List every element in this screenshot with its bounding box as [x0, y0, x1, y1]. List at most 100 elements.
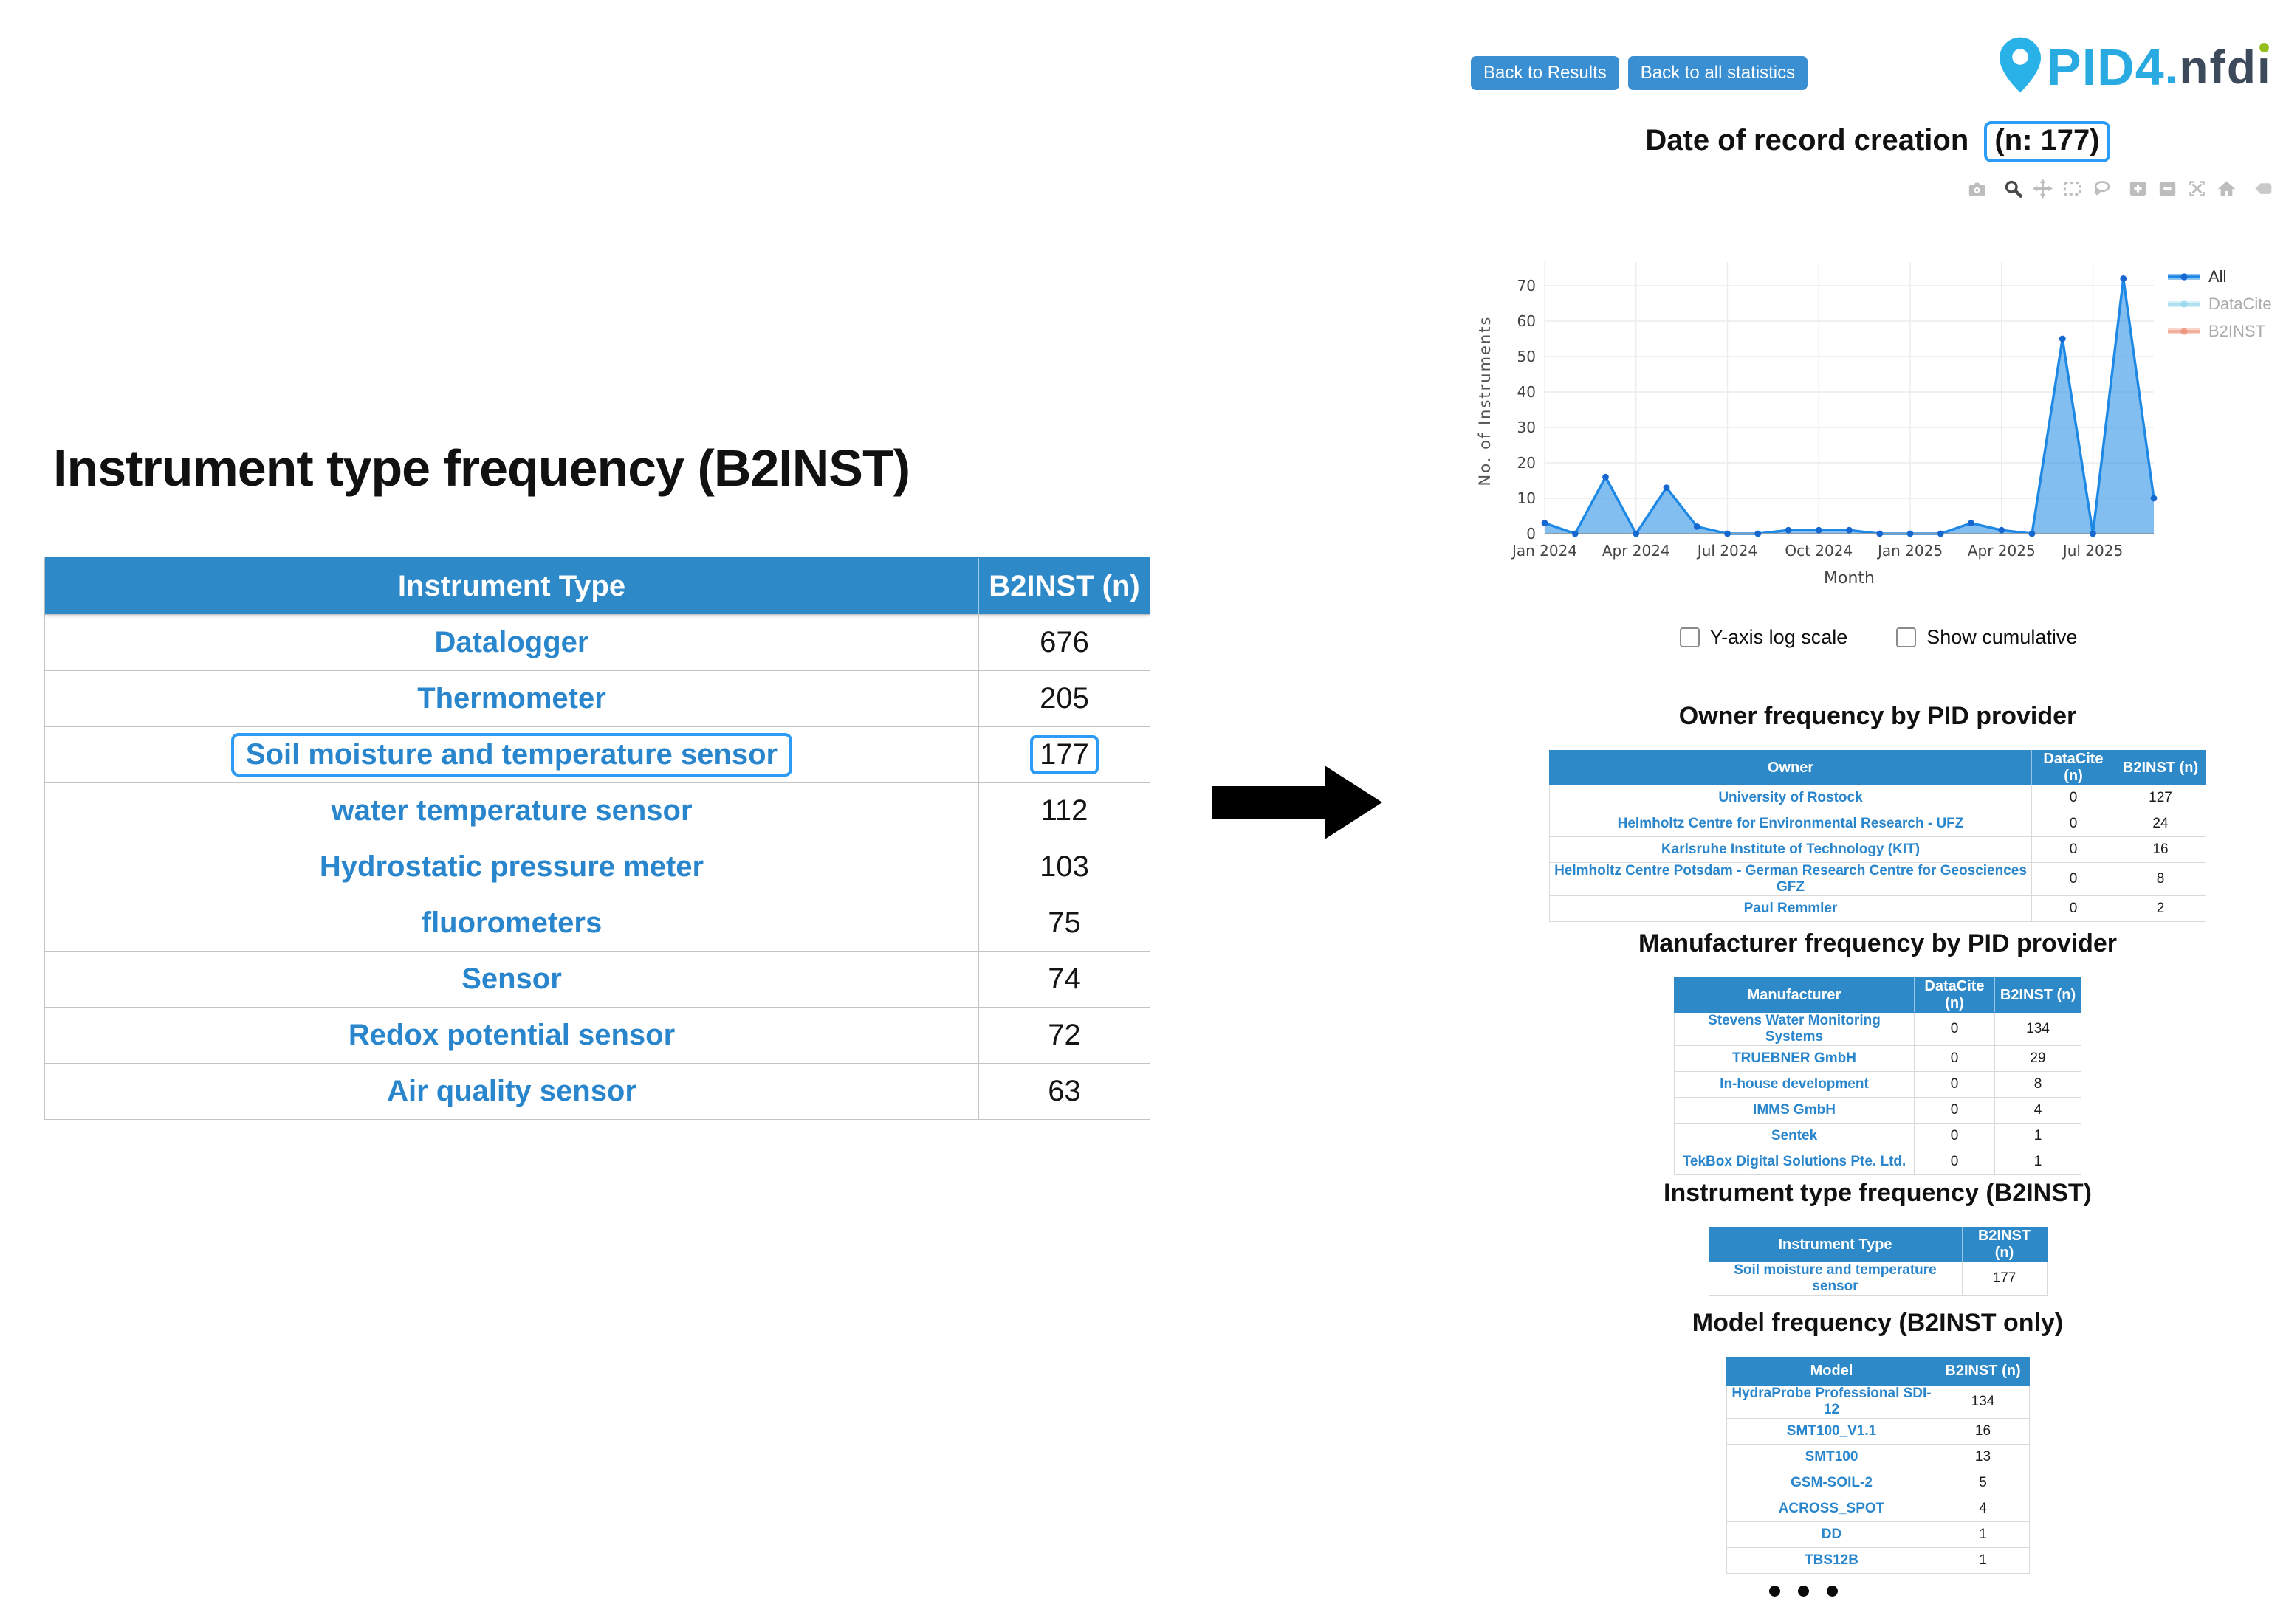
entity-link[interactable]: IMMS GmbH	[1674, 1097, 1915, 1124]
svg-text:Apr 2025: Apr 2025	[1968, 542, 2036, 560]
count-cell: 177	[1961, 1262, 2048, 1296]
section-instrument-type-frequency: Instrument type frequency (B2INST) Instr…	[1469, 1177, 2286, 1296]
table-row: Redox potential sensor 72	[45, 1007, 1150, 1063]
table-row: Air quality sensor 63	[45, 1063, 1150, 1119]
entity-link[interactable]: DD	[1726, 1521, 1937, 1548]
count-value: 177	[1030, 735, 1099, 774]
table-row: Helmholtz Centre for Environmental Resea…	[1549, 811, 2206, 837]
column-header: DataCite (n)	[1914, 977, 1995, 1013]
plotly-toolbar	[1967, 179, 2273, 199]
legend-item-b2inst[interactable]: B2INST	[2166, 322, 2272, 341]
svg-text:Apr 2024: Apr 2024	[1602, 542, 1670, 560]
entity-link[interactable]: GSM-SOIL-2	[1726, 1470, 1937, 1496]
svg-text:10: 10	[1517, 489, 1536, 507]
left-panel-title: Instrument type frequency (B2INST)	[53, 439, 910, 497]
zoom-out-icon[interactable]	[2158, 179, 2177, 199]
instrument-type-link[interactable]: Hydrostatic pressure meter	[319, 850, 704, 883]
entity-link[interactable]: SMT100	[1726, 1444, 1937, 1470]
entity-link[interactable]: TekBox Digital Solutions Pte. Ltd.	[1674, 1149, 1915, 1175]
entity-link[interactable]: In-house development	[1674, 1071, 1915, 1098]
instrument-type-link[interactable]: Soil moisture and temperature sensor	[230, 733, 793, 777]
count-cell: 0	[2031, 785, 2115, 811]
instrument-type-link[interactable]: Datalogger	[434, 626, 589, 658]
show-cumulative-checkbox[interactable]: Show cumulative	[1896, 626, 2077, 649]
column-header: Owner	[1549, 750, 2032, 785]
instrument-type-frequency-table: Instrument Type B2INST (n) Soil moisture …	[1708, 1227, 2048, 1296]
table-row: TBS12B 1	[1726, 1547, 2030, 1574]
checkbox-label: Y-axis log scale	[1709, 626, 1848, 648]
table-row: Thermometer 205	[45, 670, 1150, 726]
count-cell: 134	[1936, 1385, 2030, 1419]
count-cell: 0	[1914, 1097, 1995, 1124]
entity-link[interactable]: Soil moisture and temperature sensor	[1708, 1262, 1963, 1296]
entity-link[interactable]: Helmholtz Centre Potsdam - German Resear…	[1549, 862, 2032, 896]
entity-link[interactable]: Sentek	[1674, 1123, 1915, 1149]
checkbox-box[interactable]	[1896, 627, 1917, 647]
count-value: 74	[1048, 963, 1081, 995]
count-value: 676	[1040, 626, 1089, 658]
table-row: DD 1	[1726, 1521, 2030, 1548]
count-cell: 0	[2031, 862, 2115, 896]
instrument-type-link[interactable]: Air quality sensor	[387, 1075, 636, 1107]
entity-link[interactable]: HydraProbe Professional SDI-12	[1726, 1385, 1937, 1419]
svg-text:Jul 2024: Jul 2024	[1696, 542, 1757, 560]
count-cell: 127	[2115, 785, 2206, 811]
lasso-icon[interactable]	[2092, 179, 2112, 199]
entity-link[interactable]: TBS12B	[1726, 1547, 1937, 1574]
legend-item-datacite[interactable]: DataCite	[2166, 295, 2272, 314]
checkbox-box[interactable]	[1679, 627, 1700, 647]
table-row: HydraProbe Professional SDI-12 134	[1726, 1385, 2030, 1419]
entity-link[interactable]: TRUEBNER GmbH	[1674, 1045, 1915, 1072]
svg-text:20: 20	[1517, 454, 1536, 472]
section-title: Instrument type frequency (B2INST)	[1664, 1179, 2092, 1207]
entity-link[interactable]: Paul Remmler	[1549, 895, 2032, 922]
count-value: 103	[1040, 850, 1089, 883]
record-creation-chart[interactable]: 0 10 20 30 40 50 60 70 Jan 2024 Apr 2024 Jul 2024 O…	[1471, 250, 2286, 604]
count-cell: 13	[1936, 1444, 2030, 1470]
dot-icon	[1827, 1586, 1838, 1597]
chart-svg[interactable]: 0 10 20 30 40 50 60 70 Jan 2024 Apr 2024 Jul 2024 O…	[1471, 250, 2165, 589]
count-cell: 1	[1994, 1123, 2081, 1149]
dot-icon	[1798, 1586, 1809, 1597]
instrument-type-link[interactable]: fluorometers	[421, 906, 603, 939]
instrument-type-link[interactable]: Sensor	[461, 963, 562, 995]
dot-icon	[1769, 1586, 1780, 1597]
entity-link[interactable]: SMT100_V1.1	[1726, 1418, 1937, 1445]
legend-item-all[interactable]: All	[2166, 267, 2272, 286]
section-owner-frequency: Owner frequency by PID provider Owner Dat…	[1469, 700, 2286, 922]
autoscale-icon[interactable]	[2187, 179, 2207, 199]
count-cell: 16	[1936, 1418, 2030, 1445]
zoom-in-icon[interactable]	[2128, 179, 2148, 199]
entity-link[interactable]: Stevens Water Monitoring Systems	[1674, 1012, 1915, 1046]
log-scale-checkbox[interactable]: Y-axis log scale	[1679, 626, 1848, 649]
table-row: GSM-SOIL-2 5	[1726, 1470, 2030, 1496]
pid4-nfdi-logo[interactable]: PID4 .nfdı	[2000, 37, 2272, 97]
legend-label: DataCite	[2208, 295, 2272, 313]
logo-green-dot	[2259, 42, 2269, 52]
count-value: 72	[1048, 1019, 1081, 1051]
camera-icon[interactable]	[1967, 179, 1987, 199]
logo-text-nfdi: .nfdı	[2164, 40, 2272, 94]
entity-link[interactable]: University of Rostock	[1549, 785, 2032, 811]
svg-text:No. of Instruments: No. of Instruments	[1476, 316, 1494, 486]
count-cell: 0	[1914, 1123, 1995, 1149]
box-select-icon[interactable]	[2062, 179, 2082, 199]
count-value: 75	[1048, 906, 1081, 939]
zoom-icon[interactable]	[2003, 179, 2023, 199]
instrument-type-link[interactable]: water temperature sensor	[331, 794, 693, 827]
pan-icon[interactable]	[2033, 179, 2053, 199]
table-row: Paul Remmler 0 2	[1549, 895, 2206, 922]
svg-text:Oct 2024: Oct 2024	[1785, 542, 1853, 560]
plotly-logo-icon[interactable]	[2253, 179, 2273, 199]
table-row: water temperature sensor 112	[45, 782, 1150, 839]
instrument-type-link[interactable]: Redox potential sensor	[348, 1019, 676, 1051]
entity-link[interactable]: Karlsruhe Institute of Technology (KIT)	[1549, 836, 2032, 863]
home-icon[interactable]	[2217, 179, 2237, 199]
svg-text:Jan 2024: Jan 2024	[1511, 542, 1577, 560]
back-to-all-statistics-button[interactable]: Back to all statistics	[1627, 56, 1808, 90]
instrument-type-link[interactable]: Thermometer	[417, 682, 606, 715]
entity-link[interactable]: Helmholtz Centre for Environmental Resea…	[1549, 811, 2032, 837]
owner-frequency-table: Owner DataCite (n) B2INST (n) University o…	[1549, 750, 2206, 922]
back-to-results-button[interactable]: Back to Results	[1471, 56, 1619, 90]
entity-link[interactable]: ACROSS_SPOT	[1726, 1496, 1937, 1522]
